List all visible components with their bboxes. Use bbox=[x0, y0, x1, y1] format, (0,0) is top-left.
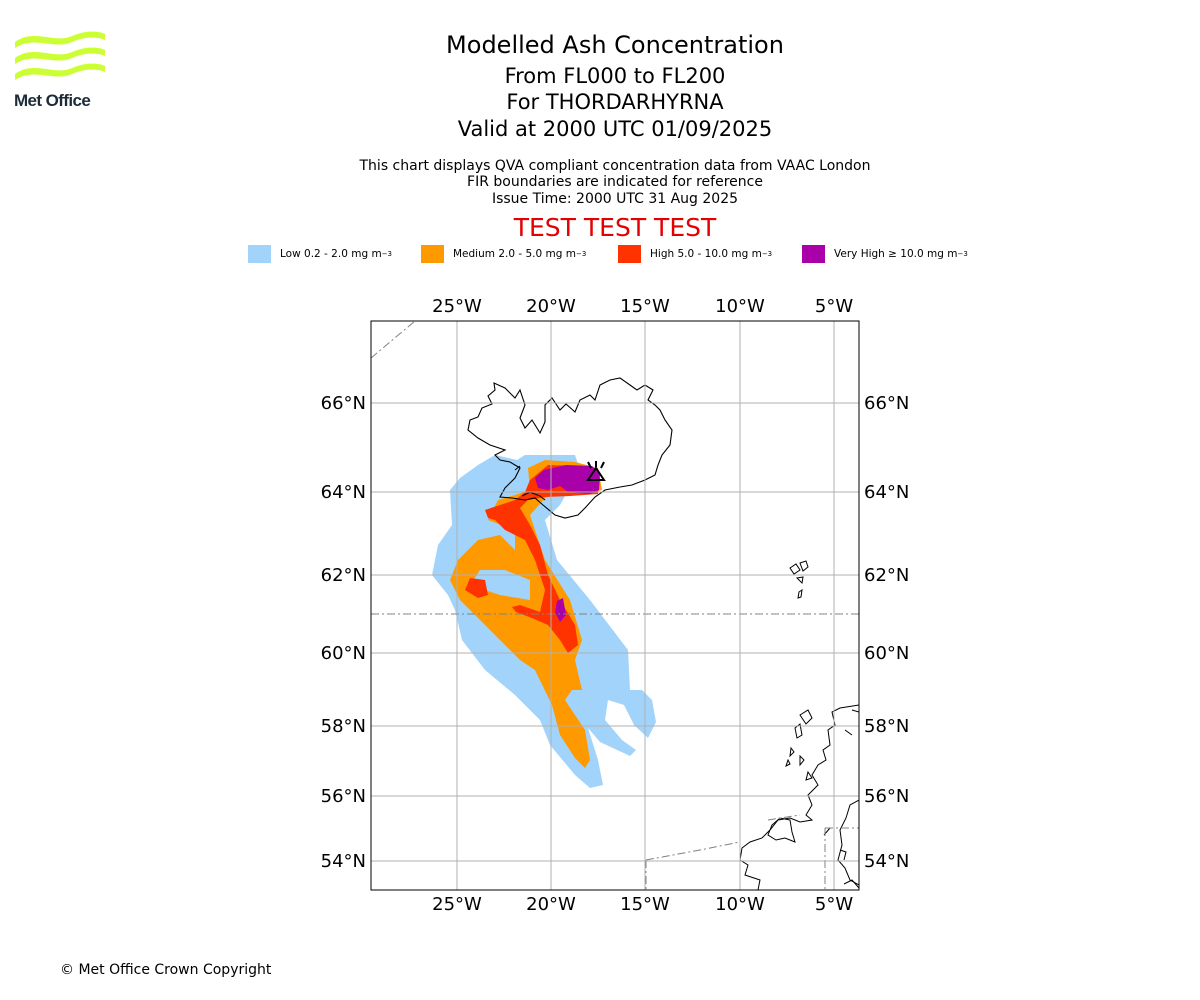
lon-label-bottom: 10°W bbox=[715, 894, 765, 915]
legend-label-low: Low 0.2 - 2.0 mg m bbox=[280, 248, 382, 260]
lat-label-right: 62°N bbox=[864, 565, 909, 586]
legend-unit-low: −3 bbox=[381, 250, 393, 258]
lon-label-bottom: 15°W bbox=[620, 894, 670, 915]
copyright-notice: © Met Office Crown Copyright bbox=[60, 962, 272, 978]
iceland-southwest-detail bbox=[521, 491, 546, 501]
map-gridlines bbox=[371, 321, 859, 890]
iceland-fjord-detail bbox=[514, 465, 521, 471]
legend-unit-very-high: −3 bbox=[957, 250, 968, 258]
ash-concentration-map: 25°W 20°W 15°W 10°W 5°W 25°W 20°W 15°W 1… bbox=[321, 296, 910, 915]
lon-label-top: 10°W bbox=[715, 296, 765, 317]
lat-label-left: 56°N bbox=[321, 786, 366, 807]
uk-east-coast-detail bbox=[823, 709, 859, 889]
lat-label-right: 54°N bbox=[864, 851, 909, 872]
ash-area-high bbox=[465, 465, 600, 653]
lon-label-top: 20°W bbox=[526, 296, 576, 317]
volcano-symbol-icon bbox=[586, 461, 606, 481]
iceland-coastline bbox=[467, 377, 673, 519]
map-frame bbox=[370, 320, 860, 891]
lat-label-left: 62°N bbox=[321, 565, 366, 586]
legend-swatch-high bbox=[618, 245, 641, 263]
legend-item-very-high: Very High ≥ 10.0 mg m −3 bbox=[802, 244, 968, 264]
faroe-islands bbox=[789, 560, 809, 599]
scotland-coastline bbox=[739, 704, 859, 890]
legend-label-very-high: Very High ≥ 10.0 mg m bbox=[834, 248, 958, 260]
lon-label-top: 25°W bbox=[432, 296, 482, 317]
lon-label-top: 15°W bbox=[620, 296, 670, 317]
legend-label-high: High 5.0 - 10.0 mg m bbox=[650, 248, 762, 260]
legend-swatch-medium bbox=[421, 245, 444, 263]
logo-text: Met Office bbox=[14, 91, 91, 110]
met-office-logo: Met Office bbox=[14, 28, 108, 112]
lat-label-left: 64°N bbox=[321, 482, 366, 503]
flight-levels: From FL000 to FL200 bbox=[504, 64, 726, 88]
met-office-waves-icon bbox=[15, 31, 105, 80]
lat-label-right: 66°N bbox=[864, 393, 909, 414]
lat-label-left: 60°N bbox=[321, 643, 366, 664]
qva-note: This chart displays QVA compliant concen… bbox=[359, 158, 871, 174]
lat-label-left: 54°N bbox=[321, 851, 366, 872]
lat-label-left: 58°N bbox=[321, 716, 366, 737]
lon-label-bottom: 5°W bbox=[815, 894, 853, 915]
legend-unit-high: −3 bbox=[761, 250, 773, 258]
lon-label-bottom: 20°W bbox=[526, 894, 576, 915]
legend-swatch-low bbox=[248, 245, 271, 263]
lat-label-left: 66°N bbox=[321, 393, 366, 414]
irish-coastline bbox=[767, 817, 796, 843]
test-banner: TEST TEST TEST bbox=[513, 213, 717, 242]
issue-time: Issue Time: 2000 UTC 31 Aug 2025 bbox=[491, 191, 739, 207]
valid-time: Valid at 2000 UTC 01/09/2025 bbox=[457, 117, 773, 141]
hebrides-islands bbox=[785, 709, 813, 781]
lon-label-top: 5°W bbox=[815, 296, 853, 317]
volcano-name: For THORDARHYRNA bbox=[506, 90, 724, 114]
lon-label-bottom: 25°W bbox=[432, 894, 482, 915]
lat-label-right: 64°N bbox=[864, 482, 909, 503]
fir-note: FIR boundaries are indicated for referen… bbox=[467, 174, 763, 190]
legend-swatch-very-high bbox=[802, 245, 825, 263]
legend-unit-medium: −3 bbox=[575, 250, 587, 258]
legend-item-low: Low 0.2 - 2.0 mg m −3 bbox=[248, 244, 392, 264]
map-background bbox=[371, 321, 859, 890]
lat-label-right: 56°N bbox=[864, 786, 909, 807]
legend-item-medium: Medium 2.0 - 5.0 mg m −3 bbox=[421, 244, 586, 264]
chart-title: Modelled Ash Concentration bbox=[446, 31, 784, 59]
lat-label-right: 60°N bbox=[864, 643, 909, 664]
legend-item-high: High 5.0 - 10.0 mg m −3 bbox=[618, 244, 772, 264]
lat-label-right: 58°N bbox=[864, 716, 909, 737]
legend-label-medium: Medium 2.0 - 5.0 mg m bbox=[453, 248, 576, 260]
